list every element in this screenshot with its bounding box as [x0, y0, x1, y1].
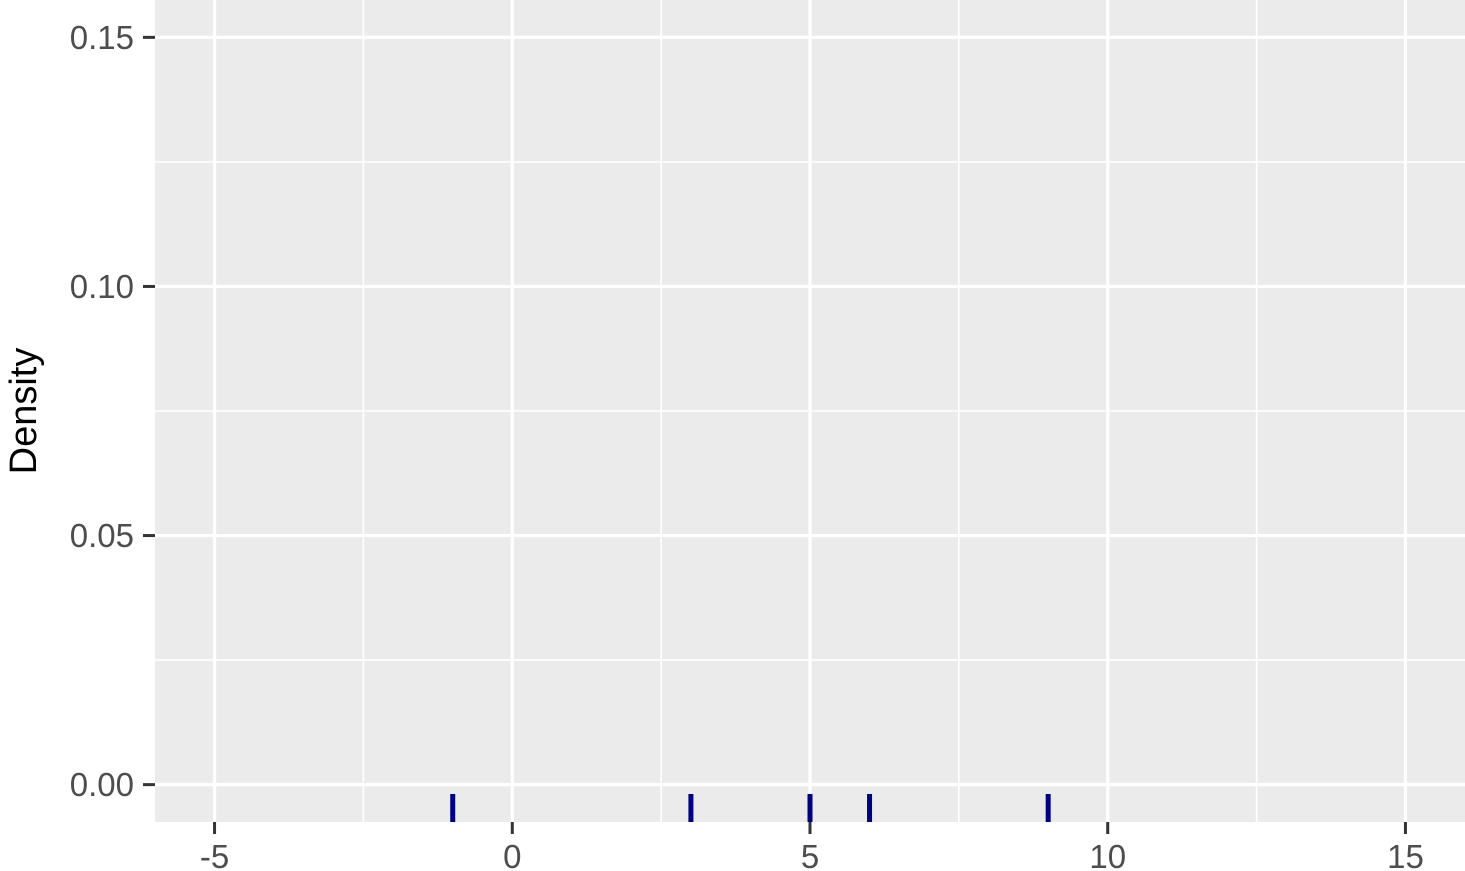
y-tick-label: 0.00 — [70, 766, 134, 803]
x-tick-label: -5 — [200, 838, 229, 871]
major-gridlines — [155, 0, 1465, 822]
y-axis-title: Density — [3, 348, 45, 475]
y-tick-label: 0.05 — [70, 517, 134, 554]
x-axis: -5 0 5 10 15 — [200, 822, 1424, 871]
rug-marks — [450, 794, 1051, 822]
x-tick-label: 0 — [503, 838, 521, 871]
x-tick-label: 10 — [1089, 838, 1126, 871]
x-tick-label: 15 — [1387, 838, 1424, 871]
y-tick-label: 0.10 — [70, 268, 134, 305]
x-tick-label: 5 — [801, 838, 819, 871]
y-tick-label: 0.15 — [70, 19, 134, 56]
y-axis: 0.00 0.05 0.10 0.15 — [70, 19, 155, 803]
